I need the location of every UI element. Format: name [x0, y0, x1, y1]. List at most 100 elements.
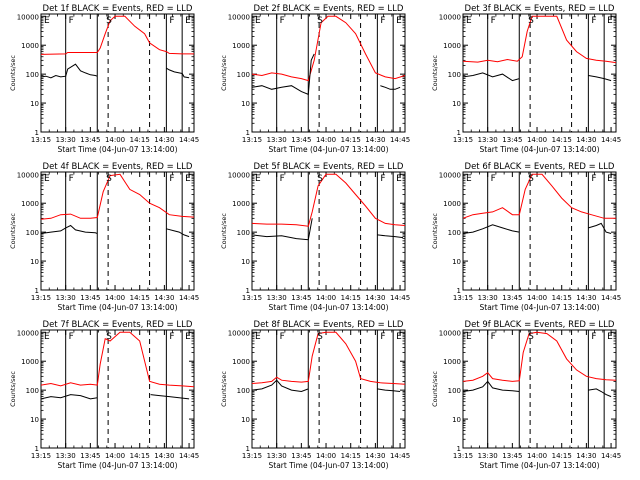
x-tick-label: 14:30 [365, 294, 385, 302]
y-tick-label: 1 [246, 287, 250, 295]
x-tick-label: 13:15 [242, 294, 262, 302]
interval-marker-label: F [591, 174, 596, 184]
x-tick-label: 14:45 [179, 136, 199, 144]
chart-title: Det 1f BLACK = Events, RED = LLD [43, 4, 193, 14]
x-tick-label: 14:15 [552, 452, 572, 460]
event-rate-line [150, 394, 190, 400]
x-tick-label: 14:30 [154, 452, 174, 460]
x-tick-label: 14:45 [390, 136, 410, 144]
plot-frame [462, 329, 617, 449]
event-rate-line [252, 218, 313, 241]
interval-marker-label: E [607, 16, 613, 26]
lld-rate-line [252, 173, 405, 227]
interval-marker-label: F [491, 16, 496, 26]
interval-marker-label: E [396, 174, 402, 184]
interval-marker-label: E [466, 332, 472, 342]
x-tick-label: 14:00 [316, 452, 336, 460]
event-rate-line [41, 63, 98, 79]
chart-title: Det 3f BLACK = Events, RED = LLD [465, 4, 615, 14]
x-tick-label: 13:30 [56, 136, 76, 144]
interval-marker-label: E [44, 332, 50, 342]
x-tick-label: 13:15 [31, 294, 51, 302]
x-tick-label: 13:15 [242, 452, 262, 460]
plot-frame [251, 329, 406, 449]
x-tick-label: 13:45 [502, 294, 522, 302]
y-tick-label: 10 [241, 416, 250, 424]
interval-marker-label: S [317, 332, 323, 342]
x-tick-label: 14:15 [130, 294, 150, 302]
interval-marker-label: F [169, 174, 174, 184]
x-tick-label: 14:00 [316, 294, 336, 302]
x-tick-label: 14:45 [601, 452, 621, 460]
interval-marker-label: E [466, 174, 472, 184]
y-tick-label: 10 [452, 100, 461, 108]
y-tick-label: 100 [26, 387, 39, 395]
x-tick-label: 14:00 [105, 452, 125, 460]
series-group [463, 330, 616, 448]
y-tick-label: 100 [26, 71, 39, 79]
interval-marker-label: F [380, 332, 385, 342]
interval-marker-label: S [106, 16, 112, 26]
y-tick-label: 100 [237, 229, 250, 237]
x-tick-label: 14:30 [576, 136, 596, 144]
x-tick-label: 14:45 [390, 294, 410, 302]
event-rate-line [41, 394, 98, 400]
y-tick-label: 1 [35, 129, 39, 137]
lld-rate-line [41, 15, 194, 55]
event-rate-line [252, 379, 309, 393]
x-tick-label: 14:45 [601, 294, 621, 302]
chart-title: Det 8f BLACK = Events, RED = LLD [254, 320, 404, 330]
y-tick-label: 100 [448, 71, 461, 79]
chart-title: Det 6f BLACK = Events, RED = LLD [465, 162, 615, 172]
y-axis-label: Counts/sec [9, 371, 17, 407]
x-axis-label: Start Time (04-Jun-07 13:14:00) [480, 461, 600, 470]
y-tick-label: 1 [457, 287, 461, 295]
interval-marker-label: E [396, 16, 402, 26]
y-axis-label: Counts/sec [220, 213, 228, 249]
x-tick-label: 13:45 [291, 136, 311, 144]
x-tick-label: 14:30 [365, 136, 385, 144]
y-tick-label: 10000 [17, 171, 39, 179]
x-tick-label: 14:00 [527, 294, 547, 302]
x-tick-label: 13:30 [267, 452, 287, 460]
y-tick-label: 1 [246, 129, 250, 137]
y-tick-label: 1000 [232, 200, 250, 208]
x-axis-label: Start Time (04-Jun-07 13:14:00) [480, 303, 600, 312]
interval-marker-label: E [255, 16, 261, 26]
x-tick-label: 14:30 [154, 294, 174, 302]
interval-marker-label: F [380, 174, 385, 184]
lld-rate-line [41, 331, 194, 388]
y-tick-label: 1000 [443, 200, 461, 208]
chart-title: Det 9f BLACK = Events, RED = LLD [465, 320, 615, 330]
interval-marker-label: S [106, 174, 112, 184]
interval-marker-label: E [185, 332, 191, 342]
event-rate-line [463, 72, 520, 82]
y-tick-label: 1 [35, 287, 39, 295]
interval-marker-label: E [44, 174, 50, 184]
y-tick-label: 100 [237, 71, 250, 79]
x-tick-label: 14:00 [316, 136, 336, 144]
interval-marker-label: E [255, 174, 261, 184]
lld-rate-line [252, 15, 405, 82]
x-tick-label: 13:15 [242, 136, 262, 144]
series-group [252, 330, 405, 448]
interval-marker-label: F [280, 16, 285, 26]
y-axis-label: Counts/sec [431, 371, 439, 407]
interval-marker-label: F [169, 332, 174, 342]
x-tick-label: 14:15 [552, 294, 572, 302]
y-tick-label: 10000 [17, 329, 39, 337]
interval-marker-label: F [280, 174, 285, 184]
x-tick-label: 14:45 [179, 452, 199, 460]
x-tick-label: 14:00 [105, 294, 125, 302]
event-rate-line [166, 228, 190, 238]
x-axis-label: Start Time (04-Jun-07 13:14:00) [269, 461, 389, 470]
chart-title: Det 5f BLACK = Events, RED = LLD [254, 162, 404, 172]
event-rate-line [463, 380, 520, 392]
plot-frame [462, 13, 617, 133]
interval-marker-label: E [466, 16, 472, 26]
interval-marker-label: E [607, 332, 613, 342]
chart-title: Det 7f BLACK = Events, RED = LLD [43, 320, 193, 330]
x-axis-label: Start Time (04-Jun-07 13:14:00) [58, 303, 178, 312]
x-tick-label: 14:30 [576, 452, 596, 460]
y-tick-label: 1 [457, 445, 461, 453]
